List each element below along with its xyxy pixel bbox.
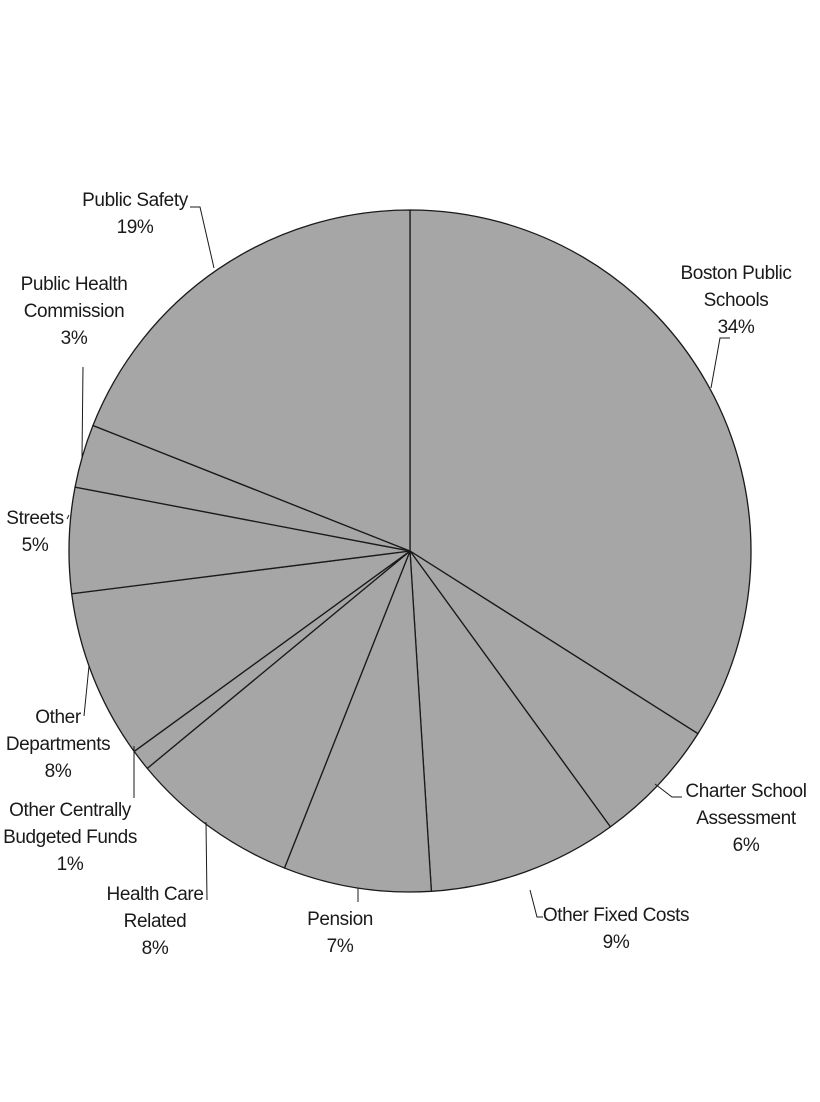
leader-line-streets [66,514,70,520]
slice-percent-charter-school-assessment: 6% [733,835,760,856]
pie-slice-public-safety [92,209,411,552]
pie-slice-health-care-related [146,550,411,869]
slice-label-line-other-departments: Departments [6,734,110,755]
slice-percent-streets: 5% [22,535,49,556]
slice-label-pension: Pension 7% [307,909,373,957]
slice-percent-other-fixed-costs: 9% [603,932,630,953]
pie-slice-pension [283,550,433,893]
slice-label-health-care-related: Health Care Related 8% [107,884,204,959]
slice-label-line-other-centrally-budgeted-funds: Budgeted Funds [3,827,137,848]
slice-label-line-other-fixed-costs: Other Fixed Costs [543,905,689,926]
leader-line-boston-public-schools [710,337,730,389]
slice-label-boston-public-schools: Boston Public Schools 34% [681,263,792,338]
pie-slice-boston-public-schools [409,209,752,735]
slice-label-line-other-centrally-budgeted-funds: Other Centrally [9,800,132,821]
pie-slices [68,209,752,893]
leader-line-other-fixed-costs [529,889,543,918]
slice-label-line-health-care-related: Health Care [107,884,204,905]
leader-lines [66,206,730,918]
slice-percent-public-health-commission: 3% [61,328,88,349]
leader-line-public-health-commission [81,366,84,458]
slice-label-other-departments: Other Departments 8% [6,707,110,782]
leader-line-public-safety [190,206,215,269]
slice-percent-public-safety: 19% [117,217,154,238]
pie-slice-other-fixed-costs [409,550,612,892]
slice-label-line-streets: Streets [6,508,63,529]
slice-percent-pension: 7% [327,936,354,957]
slice-label-line-boston-public-schools: Boston Public [681,263,792,284]
slice-label-line-public-safety: Public Safety [82,190,189,211]
slice-label-other-centrally-budgeted-funds: Other Centrally Budgeted Funds 1% [3,800,137,875]
pie-slice-charter-school-assessment [409,550,699,828]
slice-label-other-fixed-costs: Other Fixed Costs 9% [543,905,689,953]
slice-label-line-pension: Pension [307,909,373,930]
slice-label-streets: Streets 5% [6,508,63,556]
slice-label-line-health-care-related: Related [124,911,187,932]
slice-percent-boston-public-schools: 34% [718,317,755,338]
slice-label-line-public-health-commission: Commission [24,301,125,322]
slice-percent-other-departments: 8% [45,761,72,782]
slice-label-line-charter-school-assessment: Assessment [696,808,797,829]
slice-percent-health-care-related: 8% [142,938,169,959]
slice-label-public-safety: Public Safety 19% [82,190,189,238]
leader-line-charter-school-assessment [654,783,682,798]
slice-label-line-other-departments: Other [35,707,82,728]
slice-label-line-public-health-commission: Public Health [21,274,128,295]
slice-label-line-charter-school-assessment: Charter School [685,781,806,802]
leader-line-other-departments [83,665,90,717]
slice-label-line-boston-public-schools: Schools [704,290,769,311]
slice-labels: Boston Public Schools 34% Charter School Ass… [3,190,807,959]
slice-label-charter-school-assessment: Charter School Assessment 6% [685,781,806,856]
pie-slice-other-departments [71,550,411,753]
slice-label-public-health-commission: Public Health Commission 3% [21,274,128,349]
slice-percent-other-centrally-budgeted-funds: 1% [57,854,84,875]
leader-line-health-care-related [205,821,208,901]
